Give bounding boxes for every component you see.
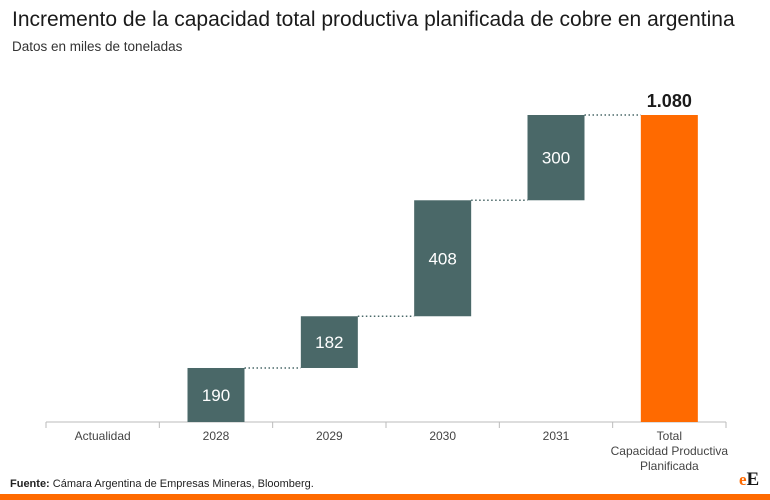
increment-bar: [414, 200, 472, 317]
x-tick-label: Total: [657, 429, 682, 443]
bar-value-label: 408: [428, 249, 456, 268]
x-tick-label: 2030: [429, 429, 456, 443]
bar-value-label: 300: [542, 149, 570, 168]
source-text: Cámara Argentina de Empresas Mineras, Bl…: [49, 478, 314, 490]
increment-bar: [300, 316, 358, 368]
x-tick-label: 2028: [203, 429, 230, 443]
waterfall-chart: Actualidad 190 2028 182 2029 408 2030 300 2031 1.…: [45, 91, 729, 470]
source-label: Fuente:: [10, 478, 50, 490]
source-note: Fuente: Cámara Argentina de Empresas Min…: [10, 478, 314, 490]
brand-logo: eE: [739, 469, 760, 490]
x-tick-label: Actualidad: [75, 429, 131, 443]
total-bar: [640, 115, 698, 422]
bar-value-label: 182: [315, 333, 343, 352]
x-tick-label: 2031: [543, 429, 570, 443]
total-value-label: 1.080: [647, 91, 692, 111]
x-tick-label: Planificada: [640, 459, 699, 470]
bar-value-label: 190: [202, 386, 230, 405]
x-tick-label: Capacidad Productiva: [611, 444, 729, 458]
x-tick-label: 2029: [316, 429, 343, 443]
increment-bar: [527, 115, 585, 201]
increment-bar: [187, 367, 245, 422]
chart-subtitle: Datos en miles de toneladas: [12, 39, 183, 54]
chart-title: Incremento de la capacidad total product…: [12, 8, 735, 31]
brand-bottom-bar: [0, 494, 770, 500]
